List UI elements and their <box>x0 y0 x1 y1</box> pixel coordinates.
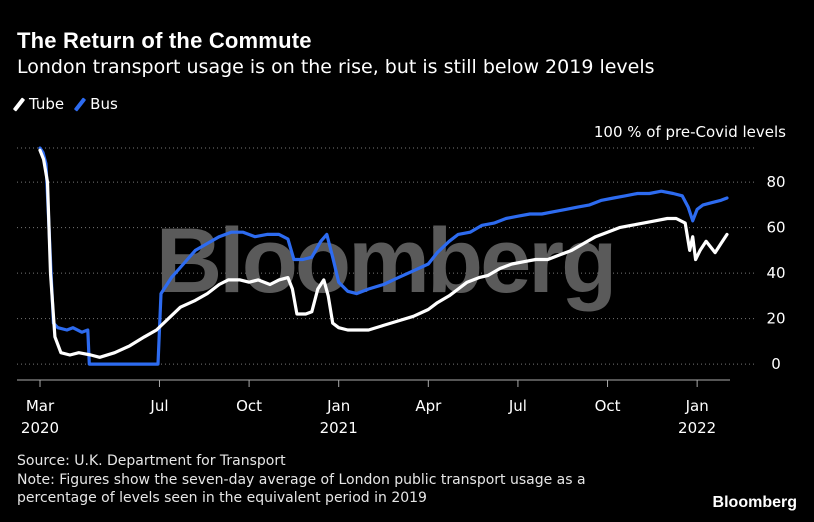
x-year-label-2021: 2021 <box>320 419 358 437</box>
y-tick-label-80: 80 <box>766 173 785 191</box>
y-tick-label-0: 0 <box>771 355 781 373</box>
brand-logo: Bloomberg <box>712 494 797 511</box>
x-tick-label-0: Mar <box>26 397 55 415</box>
note-line-2: percentage of levels seen in the equival… <box>17 490 427 506</box>
y-tick-label-60: 60 <box>766 219 785 237</box>
source-text: Source: U.K. Department for Transport <box>17 453 286 469</box>
y-axis-unit-label: 100 % of pre-Covid levels <box>593 123 786 141</box>
x-tick-label-3: Jan <box>326 397 350 415</box>
x-tick-label-5: Jul <box>508 397 527 415</box>
x-tick-label-2: Oct <box>236 397 262 415</box>
x-tick-label-4: Apr <box>415 397 442 415</box>
legend-label-tube: Tube <box>29 95 65 113</box>
x-tick-label-6: Oct <box>595 397 621 415</box>
legend-item-tube: Tube <box>12 95 65 113</box>
x-tick-label-7: Jan <box>685 397 709 415</box>
chart-title: The Return of the Commute <box>17 28 312 53</box>
series-line-bus <box>38 146 729 366</box>
x-tick-label-1: Jul <box>149 397 168 415</box>
x-year-label-2020: 2020 <box>21 419 59 437</box>
note-line-1: Note: Figures show the seven-day average… <box>17 472 586 488</box>
series-line-tube <box>38 148 729 359</box>
legend-item-bus: Bus <box>73 95 118 113</box>
chart-subtitle: London transport usage is on the rise, b… <box>17 56 655 78</box>
legend-label-bus: Bus <box>90 95 118 113</box>
x-year-label-2022: 2022 <box>678 419 716 437</box>
legend: Tube Bus <box>12 95 132 113</box>
y-tick-label-20: 20 <box>766 310 785 328</box>
y-tick-label-40: 40 <box>766 264 785 282</box>
